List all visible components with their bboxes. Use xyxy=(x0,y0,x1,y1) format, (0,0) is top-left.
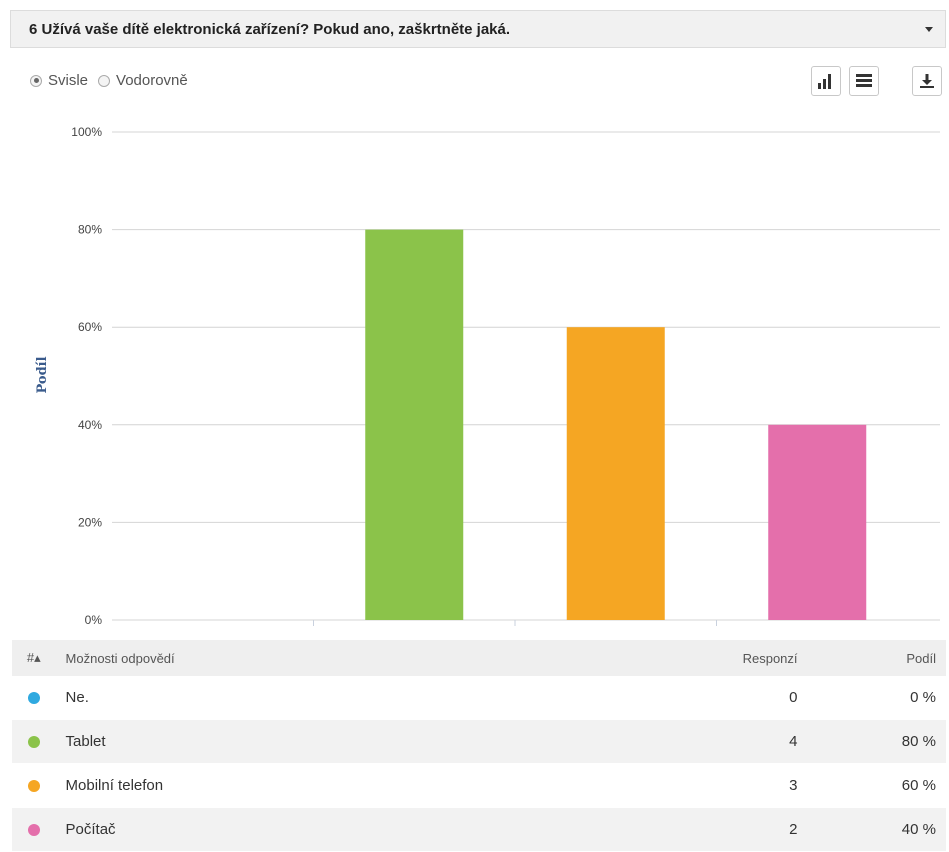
option-label: Ne. xyxy=(65,689,89,706)
bar-chart: 0% 20% 40% 60% 80% 100% Podíl xyxy=(35,125,940,627)
table-row: Ne. 0 0 % xyxy=(12,676,946,720)
y-tick-label: 20% xyxy=(78,515,102,529)
y-tick-label: 0% xyxy=(85,613,103,627)
option-label: Mobilní telefon xyxy=(65,777,164,794)
responses-table: #▴ Možnosti odpovědí Responzí Podíl Ne. 0… xyxy=(12,640,946,852)
horizontal-label: Vodorovně xyxy=(116,72,188,89)
table-row: Tablet 4 80 % xyxy=(12,720,946,764)
option-label: Tablet xyxy=(65,733,106,750)
table-row: Počítač 2 40 % xyxy=(12,808,946,852)
response-share: 80 % xyxy=(901,733,936,750)
vertical-radio-option[interactable]: Svisle xyxy=(30,72,88,89)
x-axis xyxy=(313,620,717,626)
download-icon xyxy=(920,74,934,88)
y-tick-label: 80% xyxy=(78,223,102,237)
y-axis-label: Podíl xyxy=(35,356,50,393)
bar-3[interactable] xyxy=(566,327,665,620)
color-cell xyxy=(12,779,56,792)
series-color-dot xyxy=(27,779,40,792)
series-color-dot xyxy=(27,691,40,704)
orientation-options: Svisle Vodorovně xyxy=(30,72,198,89)
question-title: 6 Užívá vaše dítě elektronická zařízení?… xyxy=(29,20,511,38)
response-count: 0 xyxy=(789,689,798,706)
response-count: 3 xyxy=(789,777,798,794)
y-tick-label: 100% xyxy=(71,125,102,139)
color-cell xyxy=(12,691,56,704)
series-color-dot xyxy=(27,823,40,836)
horizontal-radio-option[interactable]: Vodorovně xyxy=(98,72,188,89)
responses-header: Responzí xyxy=(742,650,798,666)
response-count: 2 xyxy=(789,821,798,838)
color-cell xyxy=(12,735,56,748)
horizontal-radio[interactable] xyxy=(98,74,111,87)
table-row: Mobilní telefon 3 60 % xyxy=(12,764,946,808)
series-color-dot xyxy=(27,735,40,748)
bar-chart-button[interactable] xyxy=(811,66,841,96)
bar-chart-icon xyxy=(818,74,831,89)
table-body: Ne. 0 0 % Tablet 4 80 % Mobilní telefon 3 60 % Po… xyxy=(12,676,946,852)
table-icon xyxy=(856,74,872,87)
sort-hash-header[interactable]: #▴ xyxy=(26,650,41,665)
options-header: Možnosti odpovědí xyxy=(65,650,175,666)
question-header[interactable]: 6 Užívá vaše dítě elektronická zařízení?… xyxy=(10,10,946,48)
bar-4[interactable] xyxy=(768,424,867,620)
table-view-button[interactable] xyxy=(849,66,879,96)
vertical-radio[interactable] xyxy=(30,74,42,87)
table-header: #▴ Možnosti odpovědí Responzí Podíl xyxy=(12,640,946,676)
response-share: 40 % xyxy=(901,821,936,838)
y-tick-label: 60% xyxy=(78,320,102,334)
vertical-label: Svisle xyxy=(48,72,89,89)
caret-down-icon[interactable] xyxy=(925,26,933,32)
response-share: 60 % xyxy=(901,777,936,794)
bar-2[interactable] xyxy=(365,229,464,620)
y-tick-labels: 0% 20% 40% 60% 80% 100% xyxy=(71,125,102,627)
y-tick-label: 40% xyxy=(78,418,102,432)
response-share: 0 % xyxy=(910,689,936,706)
share-header: Podíl xyxy=(906,650,936,666)
download-button[interactable] xyxy=(912,66,942,96)
color-cell xyxy=(12,823,56,836)
response-count: 4 xyxy=(789,733,798,750)
option-label: Počítač xyxy=(65,821,116,838)
bars xyxy=(365,229,867,620)
